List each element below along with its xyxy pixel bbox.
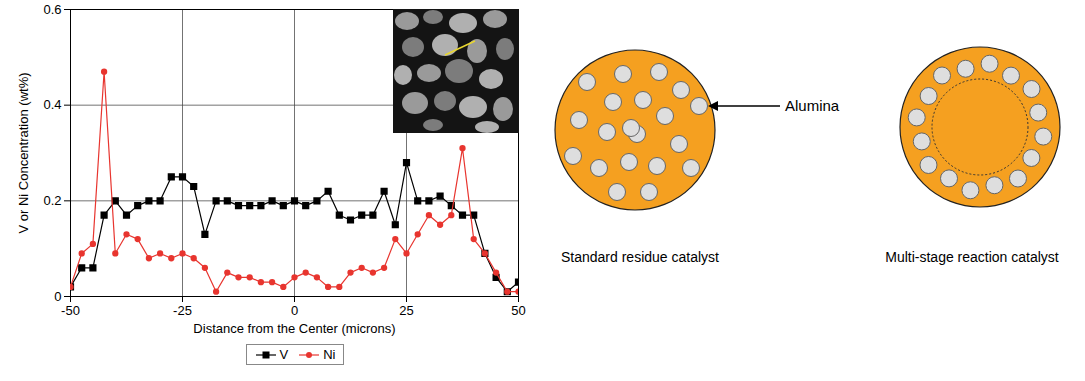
html-text:Ni: Ni xyxy=(323,347,336,362)
svg-text:25: 25 xyxy=(399,303,413,318)
svg-text:Distance from the Center (micr: Distance from the Center (microns) xyxy=(193,321,395,336)
svg-text:0.6: 0.6 xyxy=(43,2,61,17)
svg-text:0.2: 0.2 xyxy=(43,193,61,208)
svg-text:0.4: 0.4 xyxy=(43,97,61,112)
svg-text:Standard residue catalyst: Standard residue catalyst xyxy=(561,249,719,265)
svg-text:Multi-stage reaction catalyst: Multi-stage reaction catalyst xyxy=(885,249,1059,265)
svg-text:0: 0 xyxy=(291,303,298,318)
svg-text:-50: -50 xyxy=(61,303,80,318)
svg-text:-25: -25 xyxy=(173,303,192,318)
svg-text:0: 0 xyxy=(54,289,61,304)
svg-text:50: 50 xyxy=(511,303,525,318)
svg-text:Alumina: Alumina xyxy=(785,97,840,114)
svg-text:V or Ni Concentration (wt%): V or Ni Concentration (wt%) xyxy=(16,72,31,233)
html-text:V: V xyxy=(279,347,289,362)
